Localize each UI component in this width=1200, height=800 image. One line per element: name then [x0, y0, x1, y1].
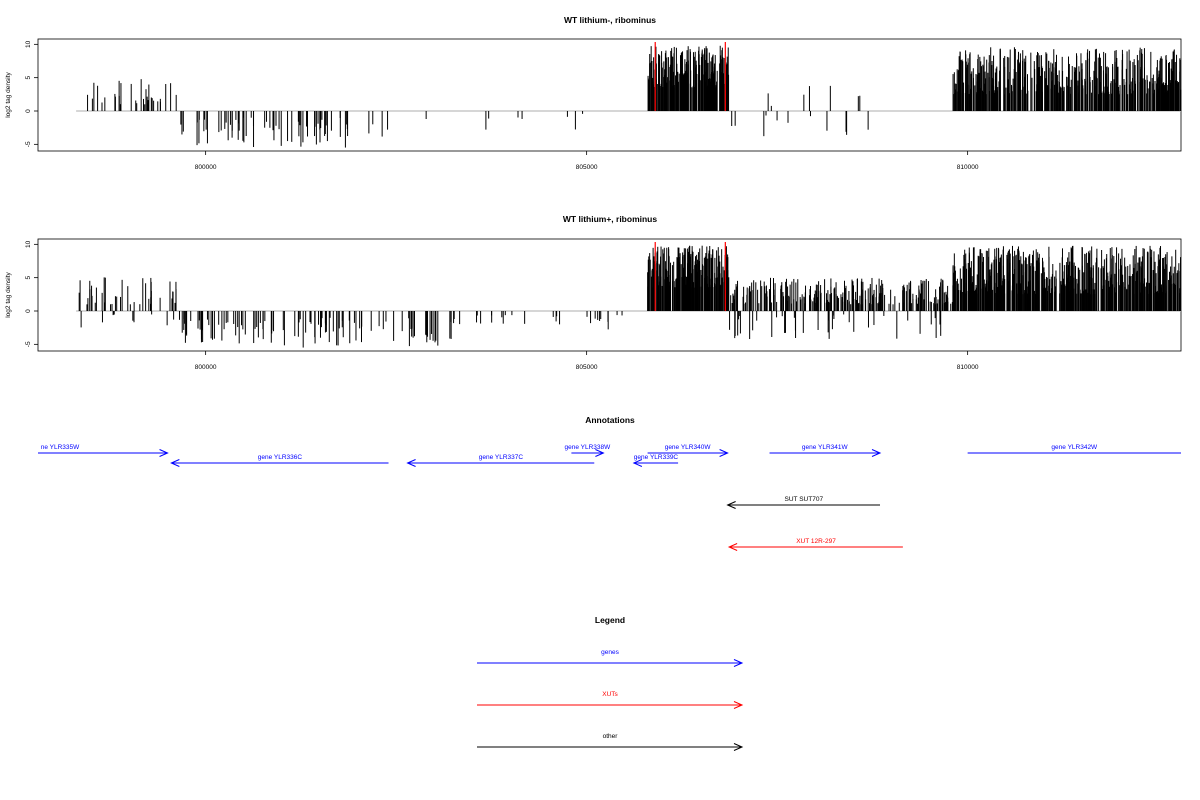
arrowhead-right [733, 659, 744, 667]
y-tick-label: 5 [25, 275, 32, 279]
feature-label: gene YLR337C [479, 454, 524, 461]
feature: gene YLR339C [632, 454, 679, 467]
y-tick-label: 10 [25, 40, 32, 48]
legend-title: Legend [595, 615, 625, 625]
x-tick-label: 800000 [195, 364, 217, 371]
track-panel-lithium-plus: WT lithium+, ribominus log2 tag density … [5, 214, 1182, 371]
y-tick-label: -5 [25, 141, 32, 147]
feature: SUT SUT707 [726, 496, 881, 509]
feature-label: XUT 12R-297 [796, 538, 836, 545]
y-tick-label: 0 [25, 309, 32, 313]
legend-item: other [477, 733, 744, 751]
arrowhead-left [632, 459, 643, 467]
y-tick-label: 10 [25, 240, 32, 248]
y-axis: -5 0 5 10 [25, 40, 38, 147]
bar-series [76, 45, 1182, 148]
x-axis: 800000 805000 810000 [195, 351, 979, 371]
feature-label: gene YLR341W [802, 444, 849, 451]
feature-label: SUT SUT707 [785, 496, 824, 503]
arrowhead-right [733, 743, 744, 751]
feature: gene YLR338W [565, 444, 612, 457]
feature: gene YLR337C [406, 454, 595, 467]
feature-label: ne YLR335W [41, 444, 80, 451]
y-tick-label: -5 [25, 341, 32, 347]
feature: gene YLR340W [647, 444, 729, 457]
legend-item: XUTs [477, 691, 744, 709]
x-tick-label: 810000 [957, 364, 979, 371]
arrowhead-left [170, 459, 180, 467]
bar-series [76, 245, 1182, 348]
x-tick-label: 800000 [195, 164, 217, 171]
panel-title: WT lithium+, ribominus [563, 214, 657, 224]
feature: XUT 12R-297 [727, 538, 903, 551]
y-tick-label: 0 [25, 109, 32, 113]
y-axis: -5 0 5 10 [25, 240, 38, 347]
region-markers [654, 42, 726, 111]
annotations-track: Annotations ne YLR335W gene YLR336C gene Y… [38, 415, 1181, 551]
annotations-title: Annotations [585, 415, 635, 425]
x-tick-label: 810000 [957, 164, 979, 171]
feature: gene YLR336C [170, 454, 389, 467]
legend-items: genes XUTs other [477, 649, 744, 751]
feature-label: gene YLR338W [565, 444, 612, 451]
legend-item: genes [477, 649, 744, 667]
x-axis: 800000 805000 810000 [195, 151, 979, 171]
arrowhead-right [159, 449, 169, 457]
legend: Legend genes XUTs other [477, 615, 744, 751]
feature-list: ne YLR335W gene YLR336C gene YLR337C gene Y… [38, 444, 1181, 551]
x-tick-label: 805000 [576, 164, 598, 171]
arrowhead-left [727, 543, 738, 551]
feature-label: gene YLR340W [665, 444, 712, 451]
arrowhead-left [726, 501, 736, 509]
feature-label: gene YLR339C [634, 454, 679, 461]
feature-label: gene YLR336C [258, 454, 303, 461]
feature: ne YLR335W [38, 444, 169, 457]
legend-label: XUTs [602, 691, 618, 698]
region-markers [654, 242, 726, 311]
legend-label: other [603, 733, 619, 740]
y-axis-label: log2 tag density [5, 271, 12, 317]
feature: gene YLR341W [769, 444, 882, 457]
arrowhead-right [595, 449, 605, 457]
arrowhead-right [719, 449, 729, 457]
track-panel-lithium-minus: WT lithium-, ribominus log2 tag density … [5, 15, 1182, 171]
panel-title: WT lithium-, ribominus [564, 15, 656, 25]
legend-label: genes [601, 649, 619, 656]
x-tick-label: 805000 [576, 364, 598, 371]
arrowhead-left [406, 459, 416, 467]
feature: gene YLR342W [967, 444, 1181, 454]
arrowhead-right [871, 449, 882, 457]
y-axis-label: log2 tag density [5, 71, 12, 117]
arrowhead-right [733, 701, 744, 709]
y-tick-label: 5 [25, 75, 32, 79]
feature-label: gene YLR342W [1051, 444, 1098, 451]
